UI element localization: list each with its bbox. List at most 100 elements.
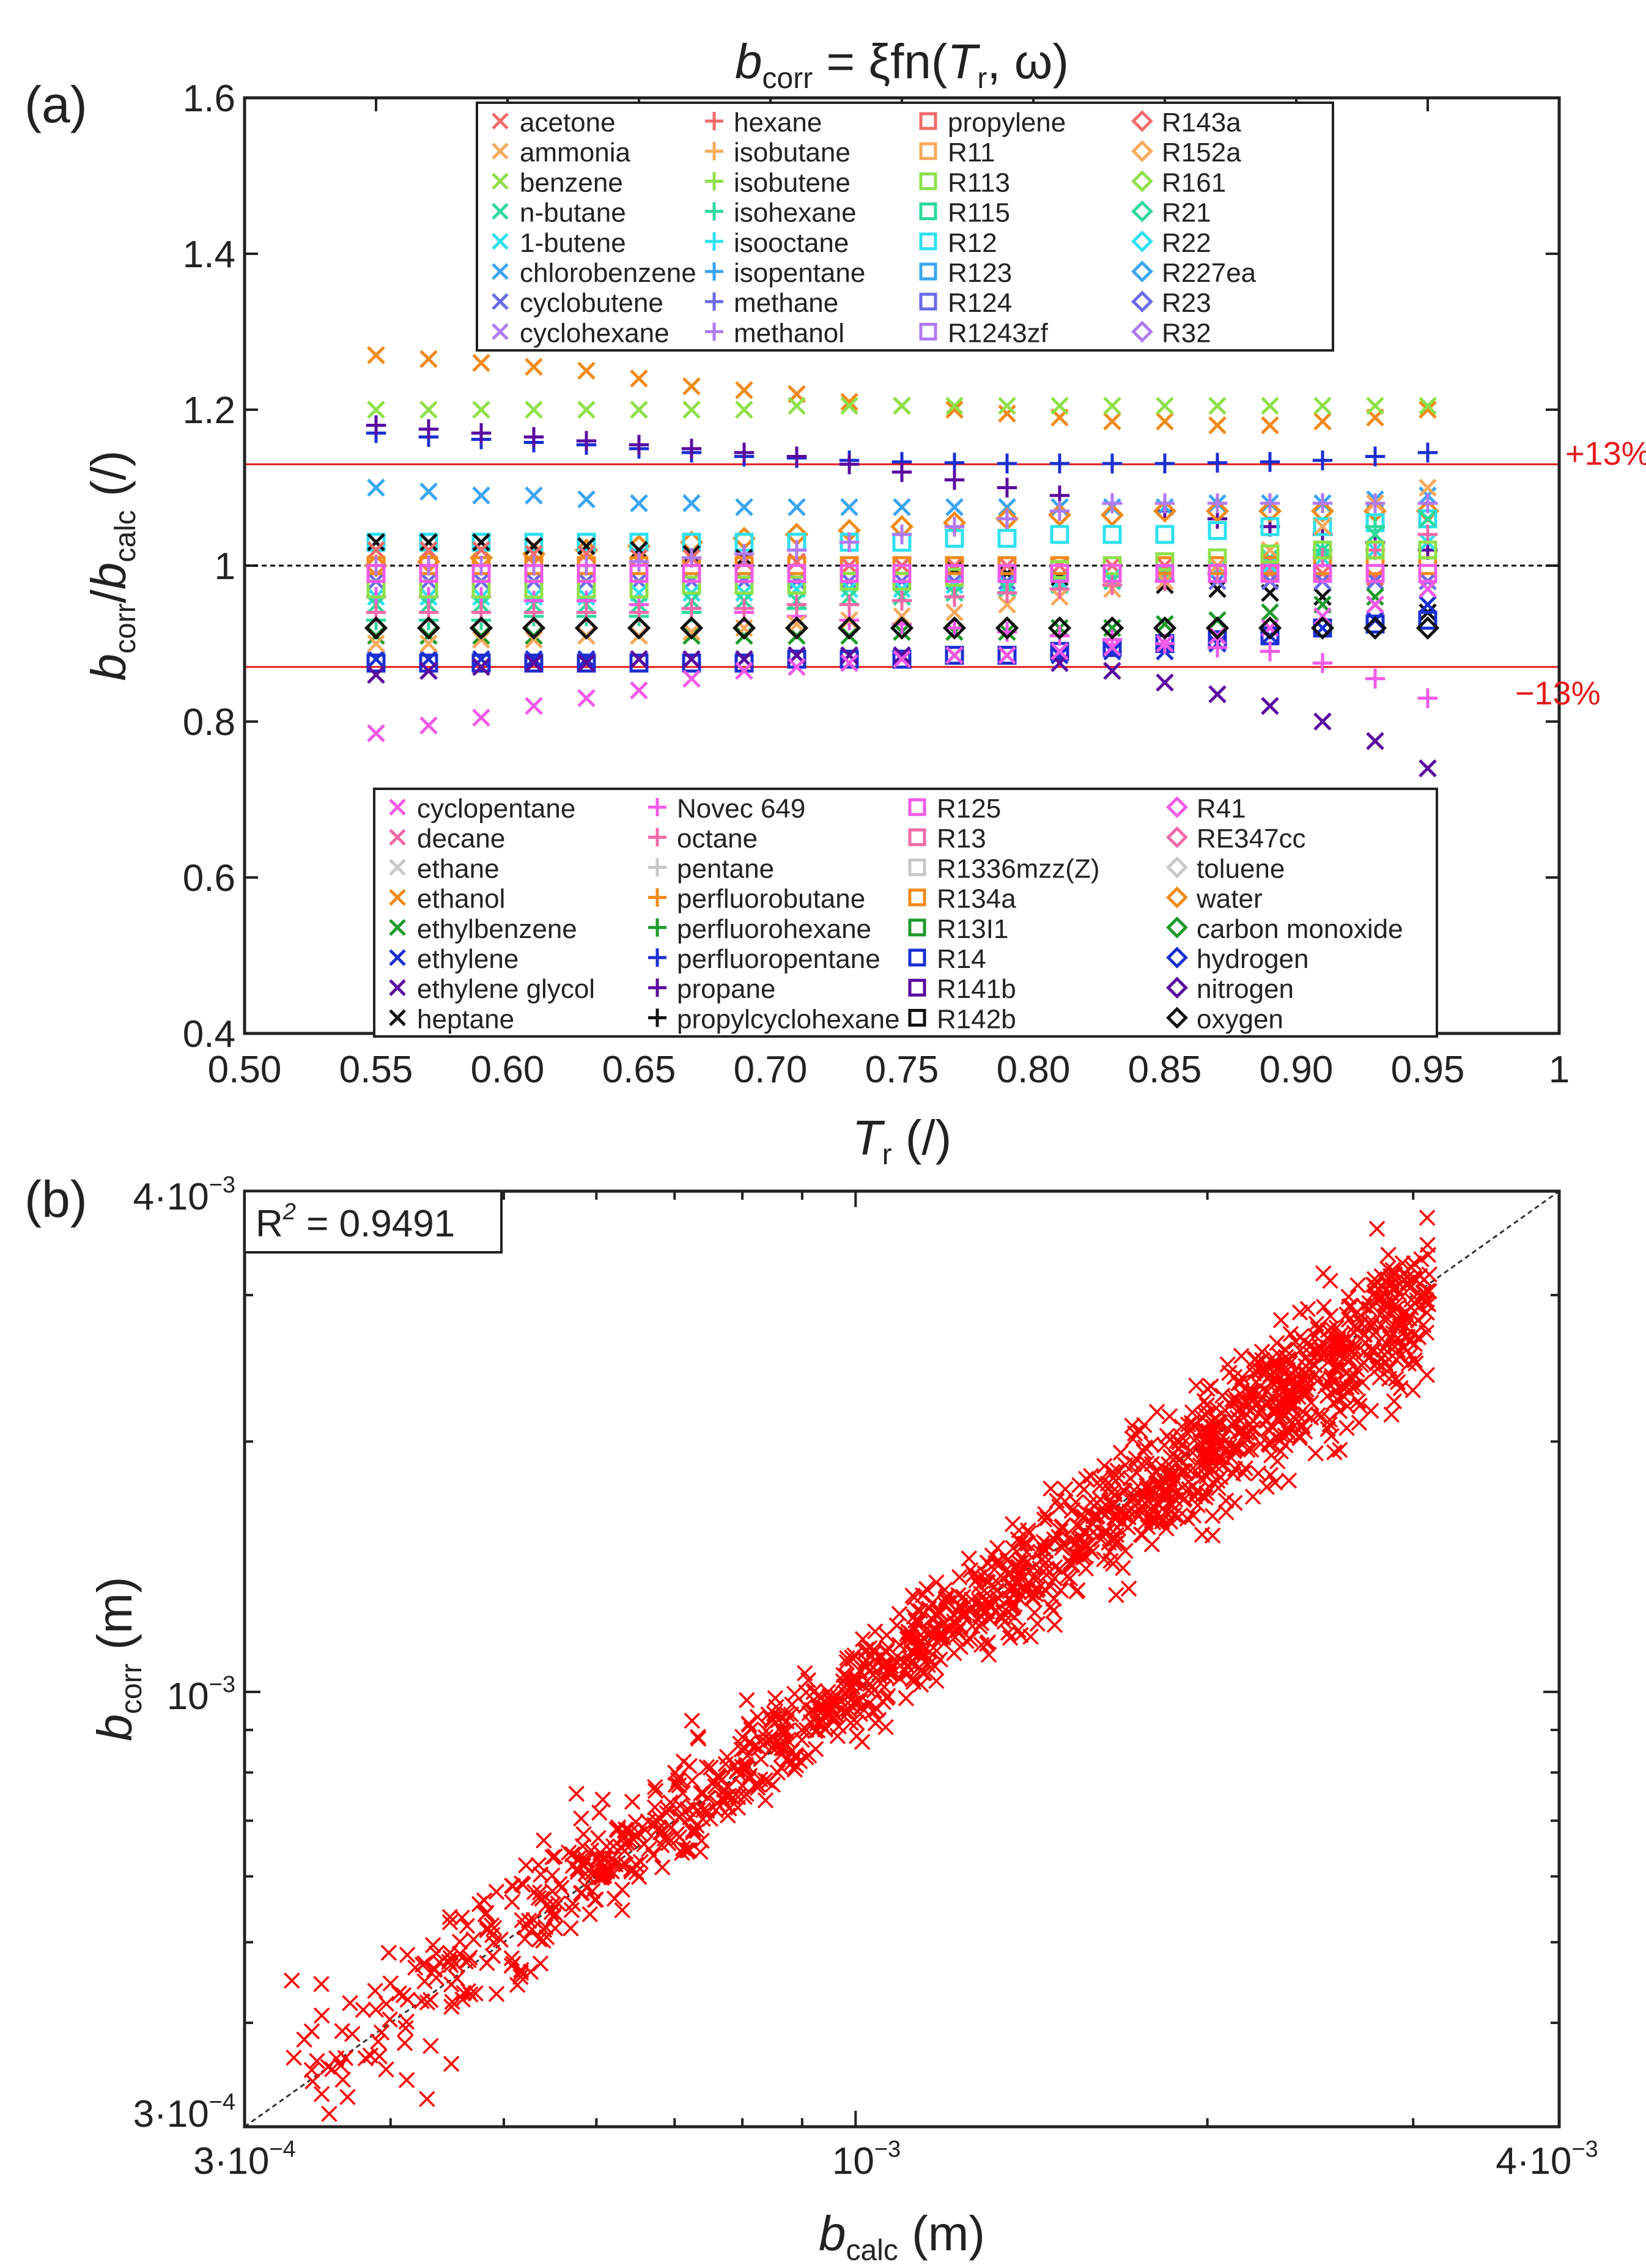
data-point xyxy=(1136,1417,1153,1433)
data-point xyxy=(469,616,493,640)
data-point xyxy=(396,2034,413,2052)
legend-marker xyxy=(908,888,926,907)
data-point xyxy=(740,1716,758,1733)
legend-marker xyxy=(1166,977,1188,999)
legend-marker xyxy=(705,202,723,221)
data-point xyxy=(945,646,964,665)
data-point xyxy=(522,1963,539,1980)
data-point xyxy=(1368,1221,1386,1237)
legend-item: isooctane xyxy=(705,228,849,258)
data-point xyxy=(1245,1391,1262,1407)
data-point xyxy=(1261,416,1279,435)
data-point xyxy=(898,1690,915,1707)
data-point xyxy=(367,401,385,419)
data-point xyxy=(362,2047,379,2064)
data-point xyxy=(522,616,546,640)
legend-item: R22 xyxy=(1131,228,1211,258)
data-point xyxy=(1312,450,1333,471)
data-point xyxy=(442,1957,459,1973)
data-point xyxy=(944,452,965,473)
legend-label: R32 xyxy=(1162,318,1211,348)
legend-label: propylcyclohexane xyxy=(677,1004,899,1034)
data-point xyxy=(1197,1458,1214,1475)
data-point xyxy=(1092,1472,1109,1488)
data-point xyxy=(462,1986,479,2003)
data-point xyxy=(367,634,385,653)
data-point xyxy=(1186,1417,1203,1434)
data-point xyxy=(1389,1312,1406,1329)
series-chlorobenzene xyxy=(367,478,1437,517)
legend-item: isobutene xyxy=(705,168,851,198)
data-point xyxy=(684,1772,701,1789)
data-point xyxy=(419,401,438,419)
data-point xyxy=(1366,595,1384,614)
legend-marker xyxy=(648,798,666,816)
data-point xyxy=(767,1690,784,1707)
data-point xyxy=(1343,1334,1360,1351)
data-point xyxy=(998,595,1016,614)
data-point xyxy=(443,2055,460,2072)
legend-marker xyxy=(648,918,666,937)
data-point xyxy=(1232,1423,1249,1440)
legend-label: R1336mzz(Z) xyxy=(937,854,1100,884)
data-point xyxy=(419,541,438,560)
legend-label: isohexane xyxy=(734,198,857,228)
data-point xyxy=(472,353,490,372)
legend-label: methanol xyxy=(734,318,844,348)
data-point xyxy=(1155,564,1175,583)
legend-item: R13I1 xyxy=(908,914,1008,944)
data-point xyxy=(1380,1246,1397,1263)
series-ethylene-glycol xyxy=(367,646,1437,778)
legend-label: R13 xyxy=(937,824,986,854)
data-point xyxy=(1091,1477,1108,1494)
data-point xyxy=(829,1688,846,1705)
panel-b-y-tick-max: 4·10−3 xyxy=(133,1172,235,1218)
data-point xyxy=(328,2050,345,2067)
data-point xyxy=(1210,1413,1227,1430)
data-point xyxy=(1163,1475,1179,1491)
data-point xyxy=(572,1885,589,1902)
data-point xyxy=(1078,1471,1094,1487)
data-point xyxy=(840,646,858,665)
data-point xyxy=(296,2132,311,2147)
data-point xyxy=(1103,412,1121,430)
data-point xyxy=(1312,653,1333,673)
data-point xyxy=(629,564,649,583)
data-point xyxy=(1235,1409,1252,1426)
data-point xyxy=(1205,616,1230,640)
data-point xyxy=(787,575,806,595)
data-point xyxy=(893,646,911,665)
data-point xyxy=(675,1753,692,1770)
data-point xyxy=(1260,544,1280,564)
data-point xyxy=(1002,1565,1019,1583)
data-point xyxy=(367,478,385,497)
data-point xyxy=(1340,1311,1357,1328)
data-point xyxy=(1050,525,1069,544)
data-point xyxy=(1092,1491,1109,1508)
x-tick-label: 0.65 xyxy=(602,1049,676,1091)
data-point xyxy=(544,1883,561,1900)
data-point xyxy=(1063,1532,1080,1549)
data-point xyxy=(512,1962,530,1978)
data-point xyxy=(313,2086,330,2102)
data-point xyxy=(485,1934,502,1951)
data-point xyxy=(734,544,755,564)
data-point xyxy=(471,653,491,673)
data-point xyxy=(563,1902,580,1918)
legend-item: octane xyxy=(648,824,758,854)
data-point xyxy=(1386,1266,1403,1283)
data-point xyxy=(1348,1321,1365,1337)
data-point xyxy=(1038,1567,1055,1583)
data-point xyxy=(840,654,858,673)
data-point xyxy=(472,401,490,419)
data-point xyxy=(1082,1494,1099,1511)
data-point xyxy=(698,1759,715,1776)
data-point xyxy=(899,1628,917,1646)
data-point xyxy=(958,1633,975,1649)
legend-label: ethane xyxy=(417,854,500,884)
data-point xyxy=(737,1760,754,1777)
data-point xyxy=(944,517,965,537)
data-point xyxy=(454,1991,471,2008)
data-point xyxy=(1013,1627,1029,1644)
data-point xyxy=(1338,1306,1355,1323)
